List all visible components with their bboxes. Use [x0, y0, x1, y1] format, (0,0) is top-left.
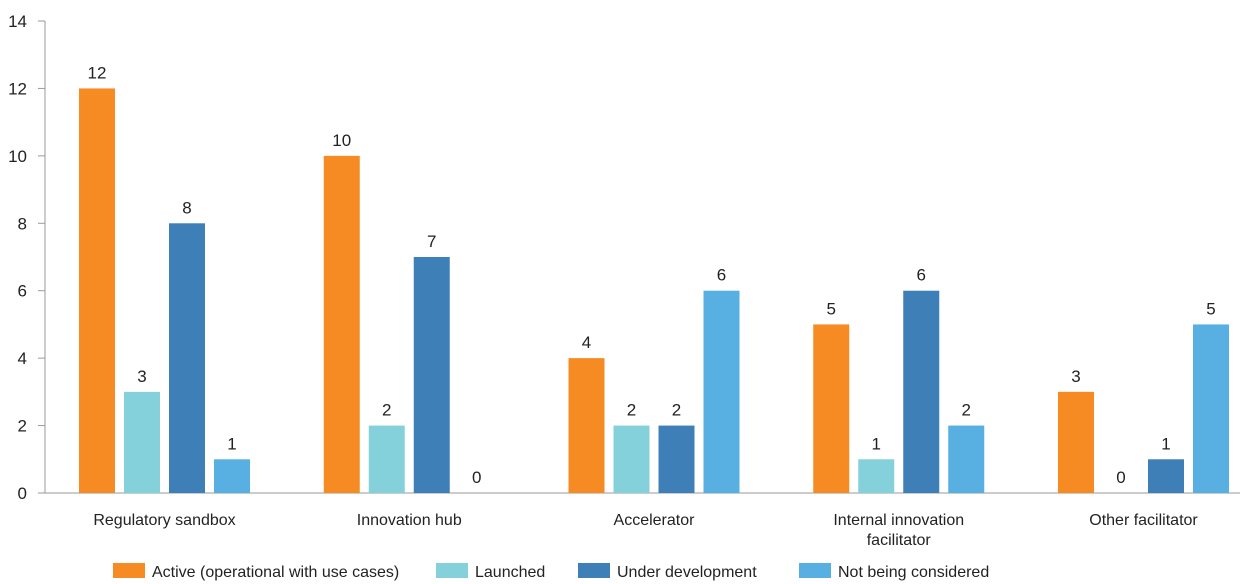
data-label: 2: [382, 401, 391, 420]
data-label: 7: [427, 232, 436, 251]
data-label: 6: [917, 266, 926, 285]
x-category-label: Regulatory sandbox: [93, 512, 235, 529]
data-label: 1: [227, 434, 236, 453]
data-label: 1: [872, 434, 881, 453]
bar: [323, 155, 360, 493]
legend-label: Launched: [475, 564, 545, 581]
y-tick-label: 10: [8, 147, 27, 166]
y-tick-label: 2: [18, 417, 27, 436]
bar: [169, 223, 205, 494]
data-label: 0: [1116, 468, 1125, 487]
data-label: 5: [1206, 299, 1215, 318]
data-label: 3: [137, 367, 146, 386]
bar: [813, 324, 850, 493]
data-label: 12: [88, 63, 107, 82]
data-label: 10: [332, 131, 351, 150]
x-category-label: Other facilitator: [1089, 512, 1198, 529]
y-tick-label: 4: [18, 349, 27, 368]
bars: [79, 88, 1229, 494]
x-category-label: Internal innovation facilitator: [833, 512, 964, 549]
y-tick-label: 6: [18, 282, 27, 301]
data-label: 4: [582, 333, 591, 352]
bar: [1148, 459, 1184, 493]
data-label: 2: [627, 401, 636, 420]
bar: [568, 358, 605, 493]
legend-swatch: [799, 563, 831, 578]
data-label: 1: [1161, 434, 1170, 453]
bar: [903, 290, 940, 493]
bar: [214, 459, 250, 493]
x-category-label: Innovation hub: [357, 512, 462, 529]
bar: [703, 290, 740, 493]
data-label: 5: [827, 299, 836, 318]
bar: [613, 425, 650, 493]
bar: [1193, 324, 1229, 493]
data-label: 8: [182, 198, 191, 217]
y-tick-label: 12: [8, 79, 27, 98]
legend-swatch: [113, 563, 145, 578]
y-tick-label: 8: [18, 214, 27, 233]
category-labels: Regulatory sandbox Innovation hub Accelera…: [93, 512, 1198, 549]
y-tick-label: 14: [8, 12, 27, 31]
data-label: 2: [962, 401, 971, 420]
legend-swatch: [578, 563, 610, 578]
data-label: 6: [717, 266, 726, 285]
bar: [658, 425, 695, 493]
legend: Active (operational with use cases) Launc…: [113, 563, 989, 581]
y-tick-label: 0: [18, 484, 27, 503]
data-label: 2: [672, 401, 681, 420]
bar: [79, 88, 115, 493]
data-label: 3: [1071, 367, 1080, 386]
x-category-label: Accelerator: [614, 512, 696, 529]
legend-label: Not being considered: [838, 564, 989, 581]
data-labels: 12 3 8 1 10 2 7 0 4 2 2 6 5 1 6 2 3 0 1 5: [88, 63, 1216, 487]
legend-label: Active (operational with use cases): [152, 564, 399, 581]
bar: [124, 391, 160, 493]
legend-swatch: [436, 563, 468, 578]
bar: [858, 459, 895, 493]
legend-label: Under development: [617, 564, 757, 581]
bar: [413, 257, 450, 493]
data-label: 0: [472, 468, 481, 487]
bar: [368, 425, 405, 493]
bar: [1058, 391, 1094, 493]
bar: [948, 425, 985, 493]
